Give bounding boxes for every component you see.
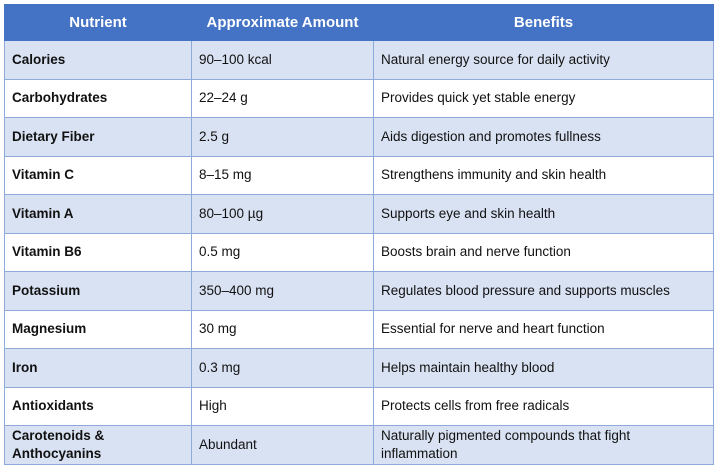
benefit-cell: Strengthens immunity and skin health (373, 155, 714, 195)
benefit-cell: Essential for nerve and heart function (373, 309, 714, 349)
nutrient-cell: Vitamin B6 (4, 232, 192, 272)
amount-cell: High (191, 386, 374, 426)
table-row: Vitamin C 8–15 mg Strengthens immunity and… (4, 155, 714, 195)
nutrient-cell: Antioxidants (4, 386, 192, 426)
table-row: Potassium 350–400 mg Regulates blood press… (4, 271, 714, 311)
table-row: Magnesium 30 mg Essential for nerve and he… (4, 309, 714, 349)
amount-cell: 90–100 kcal (191, 40, 374, 80)
amount-cell: 22–24 g (191, 78, 374, 118)
benefit-cell: Provides quick yet stable energy (373, 78, 714, 118)
nutrient-cell: Dietary Fiber (4, 117, 192, 157)
table-row: Vitamin A 80–100 µg Supports eye and skin … (4, 194, 714, 234)
nutrient-cell: Iron (4, 348, 192, 388)
table-row: Carotenoids & Anthocyanins Abundant Natura… (4, 425, 714, 465)
header-row: Nutrient Approximate Amount Benefits (4, 4, 714, 41)
amount-cell: 2.5 g (191, 117, 374, 157)
table-row: Calories 90–100 kcal Natural energy source… (4, 40, 714, 80)
nutrient-cell: Calories (4, 40, 192, 80)
amount-cell: 30 mg (191, 309, 374, 349)
benefit-cell: Helps maintain healthy blood (373, 348, 714, 388)
benefit-cell: Naturally pigmented compounds that fight… (373, 425, 714, 465)
nutrient-cell: Vitamin C (4, 155, 192, 195)
amount-cell: 0.3 mg (191, 348, 374, 388)
nutrient-cell: Carotenoids & Anthocyanins (4, 425, 192, 465)
benefit-cell: Natural energy source for daily activity (373, 40, 714, 80)
amount-cell: 8–15 mg (191, 155, 374, 195)
table-row: Dietary Fiber 2.5 g Aids digestion and pro… (4, 117, 714, 157)
amount-cell: Abundant (191, 425, 374, 465)
header-benefits: Benefits (373, 4, 714, 41)
table-row: Antioxidants High Protects cells from free… (4, 386, 714, 426)
benefit-cell: Regulates blood pressure and supports mu… (373, 271, 714, 311)
nutrient-cell: Magnesium (4, 309, 192, 349)
amount-cell: 350–400 mg (191, 271, 374, 311)
benefit-cell: Boosts brain and nerve function (373, 232, 714, 272)
benefit-cell: Supports eye and skin health (373, 194, 714, 234)
nutrient-cell: Vitamin A (4, 194, 192, 234)
header-amount: Approximate Amount (191, 4, 374, 41)
nutrient-cell: Potassium (4, 271, 192, 311)
nutrition-table: Nutrient Approximate Amount Benefits Cal… (4, 4, 714, 465)
nutrient-cell: Carbohydrates (4, 78, 192, 118)
benefit-cell: Protects cells from free radicals (373, 386, 714, 426)
benefit-cell: Aids digestion and promotes fullness (373, 117, 714, 157)
amount-cell: 80–100 µg (191, 194, 374, 234)
header-nutrient: Nutrient (4, 4, 192, 41)
amount-cell: 0.5 mg (191, 232, 374, 272)
table-row: Vitamin B6 0.5 mg Boosts brain and nerve f… (4, 232, 714, 272)
table-row: Carbohydrates 22–24 g Provides quick yet s… (4, 78, 714, 118)
table-row: Iron 0.3 mg Helps maintain healthy blood (4, 348, 714, 388)
